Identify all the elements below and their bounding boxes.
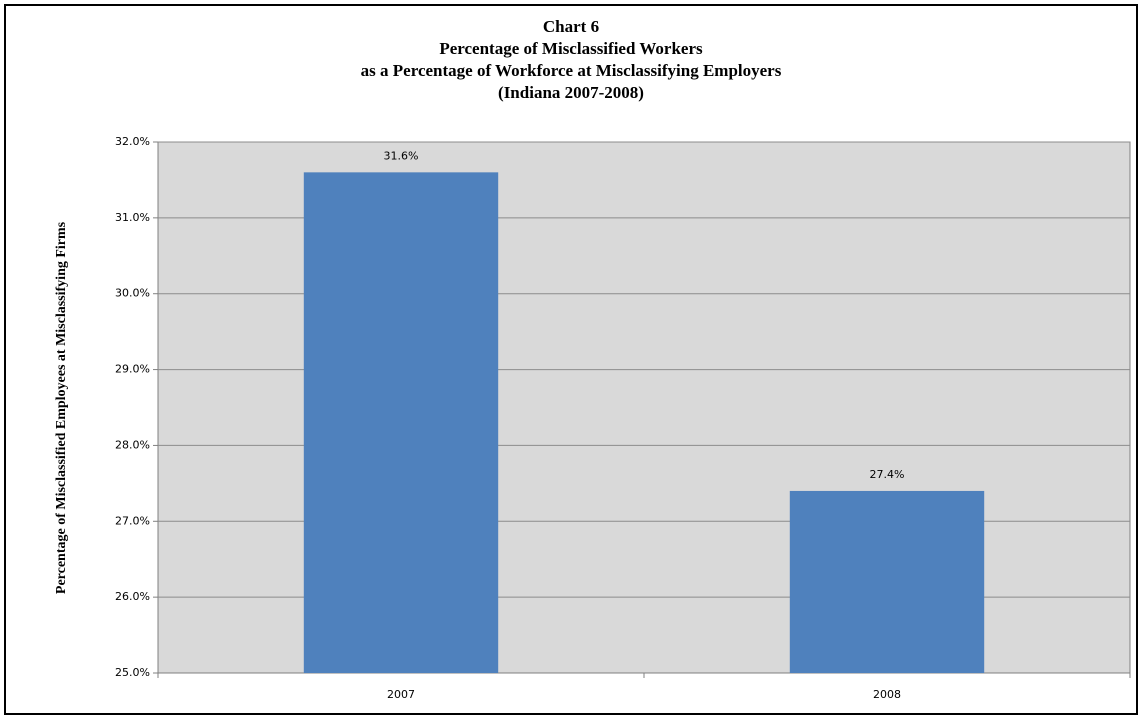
chart-title: (Indiana 2007-2008)	[498, 83, 644, 102]
x-tick-label: 2007	[387, 688, 415, 701]
y-tick-label: 28.0%	[115, 438, 150, 451]
bar	[789, 490, 985, 673]
y-tick-label: 32.0%	[115, 135, 150, 148]
y-tick-label: 27.0%	[115, 514, 150, 527]
bar	[303, 172, 499, 674]
data-label: 27.4%	[870, 468, 905, 481]
chart-title: as a Percentage of Workforce at Misclass…	[361, 61, 782, 80]
y-tick-label: 30.0%	[115, 287, 150, 300]
chart-title: Chart 6	[543, 17, 599, 36]
y-tick-label: 31.0%	[115, 211, 150, 224]
x-tick-label: 2008	[873, 688, 901, 701]
chart-title: Percentage of Misclassified Workers	[439, 39, 703, 58]
y-tick-label: 26.0%	[115, 590, 150, 603]
y-tick-label: 25.0%	[115, 666, 150, 679]
y-tick-label: 29.0%	[115, 363, 150, 376]
data-label: 31.6%	[384, 149, 419, 162]
y-axis-label: Percentage of Misclassified Employees at…	[54, 221, 69, 594]
